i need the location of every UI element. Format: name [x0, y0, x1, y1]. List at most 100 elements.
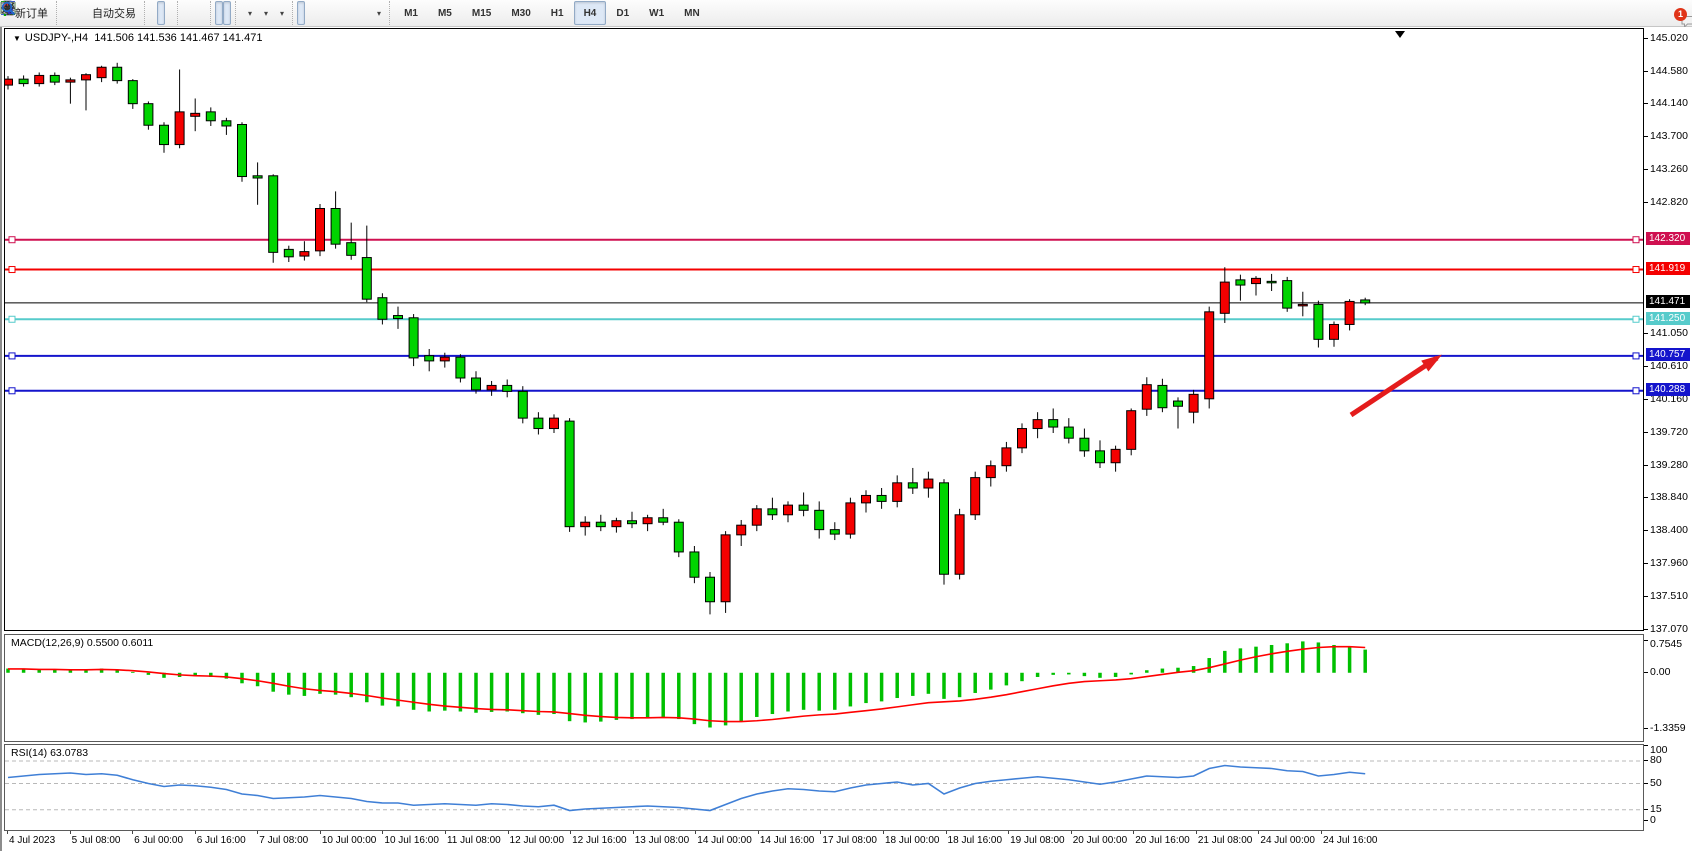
candle-body: [861, 494, 871, 504]
crosshair-button[interactable]: [1, 1, 313, 25]
candle-body: [1266, 280, 1277, 284]
equidistant-channel-button[interactable]: E: [0, 1, 345, 25]
indicators-button[interactable]: ▾: [1, 1, 256, 25]
date-label: 20 Jul 00:00: [1072, 835, 1128, 846]
hline-handle-left-142.320[interactable]: [8, 236, 16, 244]
main-chart-pane[interactable]: ▼ USDJPY-,H4 141.506 141.536 141.467 141.…: [4, 28, 1644, 631]
date-label: 6 Jul 00:00: [134, 835, 184, 846]
periods-button[interactable]: ▾: [1, 1, 272, 25]
dropdown-caret-icon[interactable]: ▾: [264, 8, 269, 18]
chart-shift-marker[interactable]: [1395, 31, 1405, 38]
chart-shift-button[interactable]: [1, 1, 231, 25]
auto-scroll-button[interactable]: [1, 1, 223, 25]
market-watch-button[interactable]: [1, 1, 77, 25]
tile-windows-button[interactable]: [1, 1, 206, 25]
candle-body: [533, 417, 544, 430]
fibonacci-button[interactable]: F: [1, 1, 353, 25]
templates-button[interactable]: ▾: [0, 1, 288, 25]
date-label: 4 Jul 2023: [9, 835, 56, 846]
text-label-button[interactable]: T: [1, 1, 369, 25]
line-chart-button[interactable]: [1, 1, 173, 25]
candle-body: [1032, 419, 1043, 430]
candle-body: [393, 315, 403, 320]
tf-h1-button[interactable]: H1: [541, 1, 574, 25]
dropdown-caret-icon[interactable]: ▾: [248, 8, 253, 18]
toolbar-group-scroll: [1, 1, 235, 25]
zoom-in-button[interactable]: [1, 1, 190, 25]
macd-indicator-pane[interactable]: MACD(12,26,9) 0.5500 0.6011: [4, 634, 1644, 742]
bar-chart-button[interactable]: [1, 1, 157, 25]
tf-m5-button[interactable]: M5: [428, 1, 462, 25]
notifications-button[interactable]: 1: [1674, 1, 1692, 29]
tf-m30-button[interactable]: M30: [501, 1, 540, 25]
hline-handle-right-141.250[interactable]: [1632, 315, 1640, 323]
candle-body: [127, 80, 138, 105]
tf-d1-button[interactable]: D1: [606, 1, 639, 25]
axis-tick: [1644, 640, 1648, 641]
rsi-indicator-pane[interactable]: RSI(14) 63.0783: [4, 744, 1644, 831]
tf-m1-button[interactable]: M1: [394, 1, 428, 25]
vertical-line-button[interactable]: [7, 1, 321, 25]
search-button[interactable]: [1, 1, 1676, 25]
hline-handle-left-141.250[interactable]: [8, 315, 16, 323]
candle-body: [81, 74, 91, 81]
hline-handle-left-141.919[interactable]: [8, 266, 16, 274]
tf-w1-button[interactable]: W1: [639, 1, 674, 25]
dropdown-caret-icon[interactable]: ▾: [280, 8, 285, 18]
arrows-button[interactable]: ▾: [2, 1, 385, 25]
candlestick-chart-button[interactable]: [2, 1, 165, 25]
horizontal-line-button[interactable]: [1, 1, 329, 25]
rsi-label: RSI(14) 63.0783: [11, 747, 89, 759]
hline-handle-left-140.757[interactable]: [8, 352, 16, 360]
candle-body: [611, 520, 622, 528]
main-chart-canvas[interactable]: [5, 29, 1643, 630]
candle-body: [5, 78, 13, 86]
annotation-arrow-shaft[interactable]: [1349, 355, 1439, 418]
tf-mn-button[interactable]: MN: [674, 1, 710, 25]
dropdown-caret-icon[interactable]: ▾: [377, 8, 382, 18]
signals-button[interactable]: [2, 1, 85, 25]
candle-body: [939, 482, 949, 575]
hline-handle-left-140.288[interactable]: [8, 387, 16, 395]
candle-body: [159, 124, 169, 146]
hline-handle-right-141.919[interactable]: [1632, 266, 1640, 274]
hline-handle-right-140.288[interactable]: [1632, 387, 1640, 395]
annotation-arrow-head[interactable]: [1421, 354, 1443, 372]
tf-h4-button[interactable]: H4: [573, 1, 607, 25]
axis-tick: [1644, 745, 1648, 746]
trendline-button[interactable]: [1, 1, 337, 25]
price-axis[interactable]: 145.020 144.580 144.140 143.700 143.260 142.8…: [1644, 27, 1692, 831]
macd-axis-label: 0.00: [1650, 665, 1671, 678]
date-tick: [1195, 831, 1197, 834]
date-label: 24 Jul 00:00: [1260, 835, 1315, 846]
candle-body: [985, 465, 996, 479]
date-label: 10 Jul 00:00: [321, 835, 377, 846]
price-tick-label: 144.580: [1650, 64, 1688, 77]
candle-body: [1110, 448, 1121, 464]
date-label: 20 Jul 16:00: [1135, 835, 1190, 846]
axis-tick: [1644, 820, 1648, 821]
candle-body: [689, 551, 700, 578]
svg-text:T: T: [6, 4, 12, 15]
candle-body: [486, 384, 497, 391]
chart-title-collapse-icon[interactable]: ▼: [13, 34, 21, 43]
candle-body: [767, 508, 778, 516]
axis-tick: [1644, 168, 1648, 170]
zoom-out-button[interactable]: [1, 1, 198, 25]
text-button[interactable]: A: [4, 1, 361, 25]
macd-canvas: [6, 641, 1367, 728]
macd-axis-label: -1.3359: [1650, 722, 1686, 734]
hline-handle-right-140.757[interactable]: [1632, 352, 1640, 360]
price-tick-label: 137.960: [1650, 556, 1688, 569]
cursor-button[interactable]: [5, 1, 306, 25]
tf-m15-button[interactable]: M15: [462, 1, 501, 25]
candle-body: [595, 521, 606, 528]
profiles-button[interactable]: [1, 1, 69, 25]
hline-handle-right-142.320[interactable]: [1632, 236, 1640, 244]
price-badge-141.471: 141.471: [1646, 295, 1690, 309]
rsi-axis-label: 50: [1650, 776, 1662, 789]
candle-body: [1095, 450, 1105, 464]
date-axis[interactable]: 4 Jul 2023 5 Jul 08:00 6 Jul 00:00 6 Jul 16…: [4, 831, 1644, 851]
candle-body: [96, 66, 107, 79]
auto-trading-button[interactable]: 自动交易: [0, 1, 140, 25]
